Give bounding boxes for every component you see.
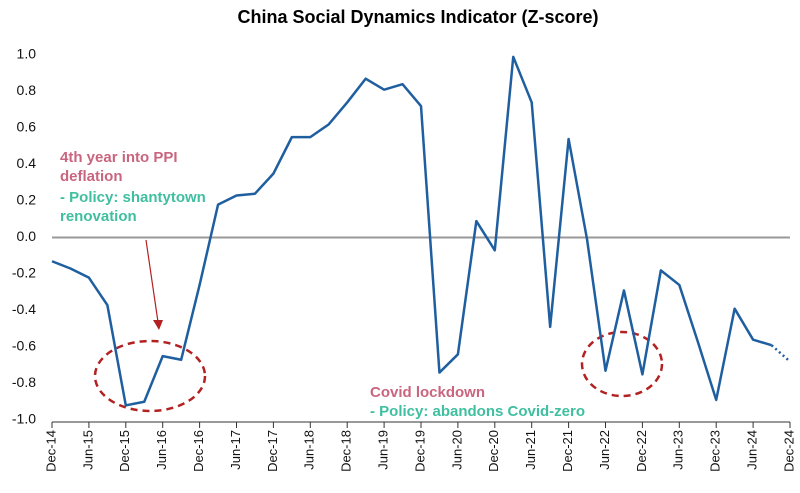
x-tick-label: Jun-21: [523, 430, 538, 470]
annotation: - Policy: abandons Covid-zero: [370, 403, 585, 420]
x-tick-label: Jun-18: [302, 430, 317, 470]
y-tick-label: 0.0: [17, 228, 37, 244]
annotation: renovation: [60, 208, 137, 225]
y-tick-label: -0.6: [12, 338, 36, 354]
y-tick-label: -1.0: [12, 411, 36, 427]
highlight-ellipse: [93, 339, 207, 413]
x-tick-label: Dec-19: [412, 430, 427, 472]
x-tick-label: Dec-17: [265, 430, 280, 472]
y-tick-label: -0.4: [12, 301, 36, 317]
y-tick-label: 1.0: [17, 46, 37, 62]
annotation: Covid lockdown: [370, 384, 485, 401]
x-tick-label: Dec-14: [43, 430, 58, 472]
x-tick-label: Jun-17: [228, 430, 243, 470]
y-tick-label: 0.8: [17, 82, 37, 98]
x-tick-label: Jun-22: [597, 430, 612, 470]
x-tick-label: Dec-20: [486, 430, 501, 472]
y-tick-label: 0.2: [17, 192, 37, 208]
annotation: - Policy: shantytown: [60, 189, 206, 206]
line-segment-dotted: [770, 344, 791, 363]
x-tick-label: Jun-19: [376, 430, 391, 470]
x-tick-label: Dec-22: [634, 430, 649, 472]
highlight-ellipse: [580, 330, 664, 398]
y-tick-label: 0.4: [17, 155, 37, 171]
x-tick-label: Jun-15: [80, 430, 95, 470]
x-tick-label: Dec-18: [339, 430, 354, 472]
x-tick-label: Dec-16: [191, 430, 206, 472]
y-tick-label: -0.2: [12, 265, 36, 281]
x-tick-label: Dec-21: [560, 430, 575, 472]
x-tick-label: Jun-24: [745, 430, 760, 470]
chart-title: China Social Dynamics Indicator (Z-score…: [237, 7, 598, 27]
arrow: [145, 239, 159, 323]
annotation: 4th year into PPI: [60, 149, 178, 166]
x-tick-label: Jun-20: [449, 430, 464, 470]
line-series: [51, 55, 772, 407]
x-tick-label: Jun-16: [154, 430, 169, 470]
x-tick-label: Dec-15: [117, 430, 132, 472]
x-tick-label: Dec-24: [781, 430, 796, 472]
annotation: deflation: [60, 168, 123, 185]
y-tick-label: -0.8: [12, 374, 36, 390]
arrow-head: [153, 320, 163, 330]
y-tick-label: 0.6: [17, 119, 37, 135]
x-tick-label: Dec-23: [708, 430, 723, 472]
x-tick-label: Jun-23: [671, 430, 686, 470]
